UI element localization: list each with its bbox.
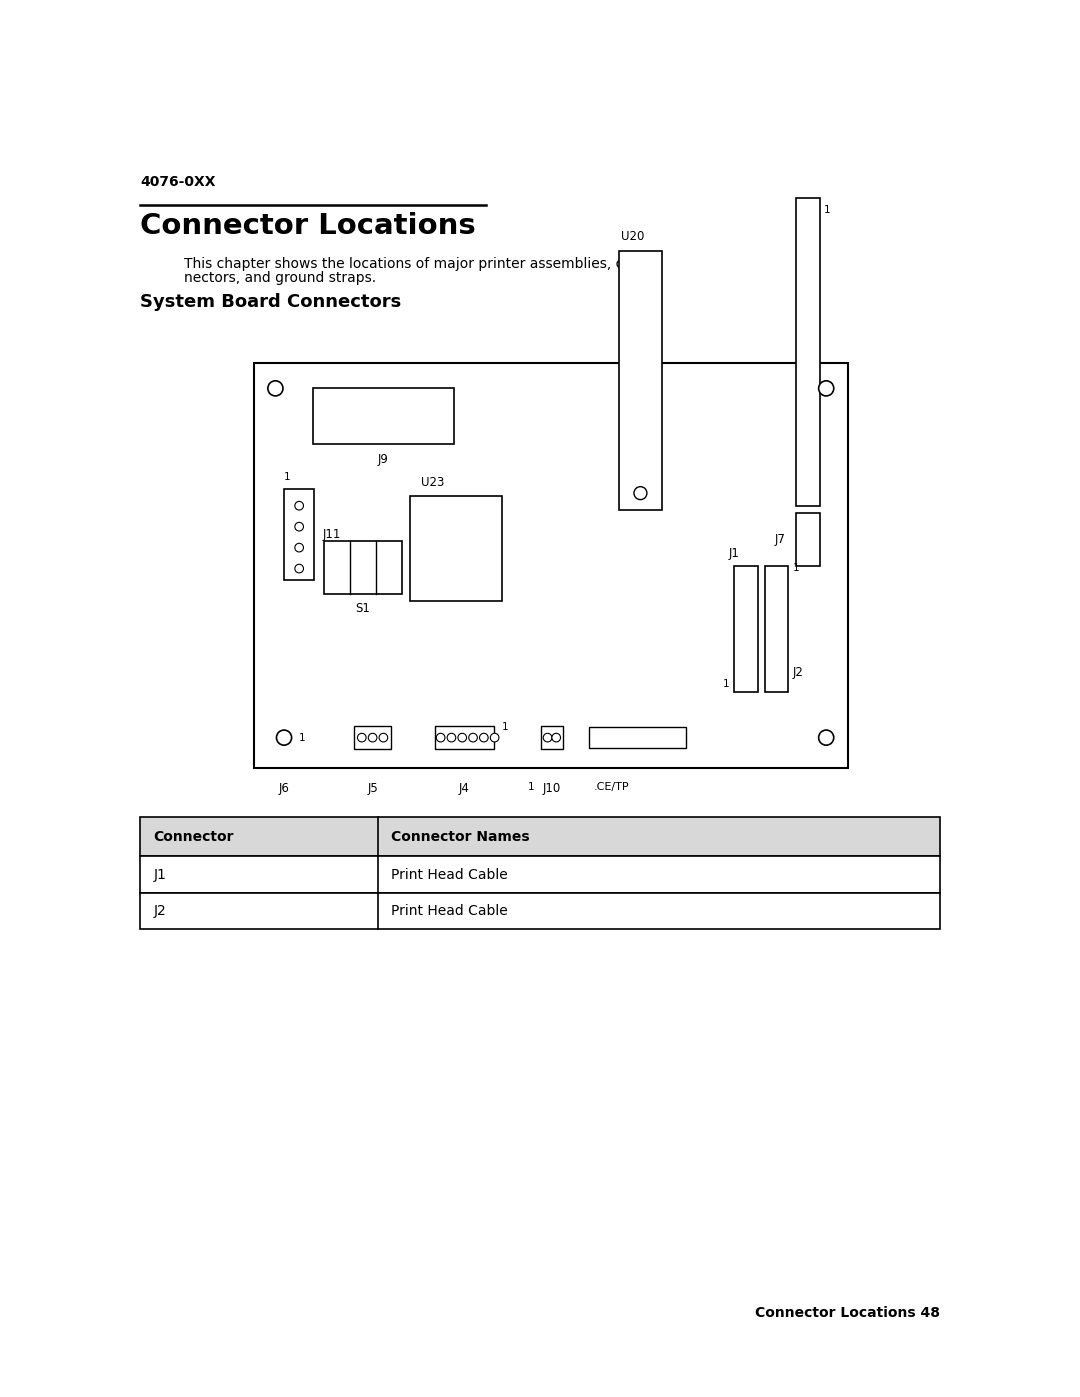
Text: J4: J4 <box>459 782 470 795</box>
Text: J10: J10 <box>543 782 561 795</box>
Text: 1: 1 <box>502 722 509 732</box>
Ellipse shape <box>268 381 283 395</box>
Bar <box>435 726 494 749</box>
Bar <box>541 726 563 749</box>
Ellipse shape <box>436 733 445 742</box>
Bar <box>284 489 314 580</box>
Bar <box>734 566 758 692</box>
Text: This chapter shows the locations of major printer assemblies, con-: This chapter shows the locations of majo… <box>184 257 645 271</box>
Bar <box>140 893 940 929</box>
Ellipse shape <box>295 522 303 531</box>
Bar <box>324 541 402 594</box>
Ellipse shape <box>379 733 388 742</box>
Text: J7: J7 <box>774 532 785 546</box>
Ellipse shape <box>458 733 467 742</box>
Bar <box>796 198 820 506</box>
Text: 1: 1 <box>299 732 306 743</box>
Ellipse shape <box>634 486 647 500</box>
Ellipse shape <box>368 733 377 742</box>
Text: System Board Connectors: System Board Connectors <box>140 293 402 312</box>
Text: .CE/TP: .CE/TP <box>594 782 630 792</box>
Text: nectors, and ground straps.: nectors, and ground straps. <box>184 271 376 285</box>
Text: Connector Locations 48: Connector Locations 48 <box>755 1306 940 1320</box>
Ellipse shape <box>552 733 561 742</box>
Ellipse shape <box>819 731 834 745</box>
Text: J9: J9 <box>378 453 389 465</box>
Text: 1: 1 <box>284 472 291 482</box>
Ellipse shape <box>469 733 477 742</box>
Bar <box>313 388 454 444</box>
Text: 1: 1 <box>723 679 729 689</box>
Text: Connector: Connector <box>153 830 234 844</box>
Text: Print Head Cable: Print Head Cable <box>391 904 508 918</box>
Ellipse shape <box>447 733 456 742</box>
Ellipse shape <box>295 564 303 573</box>
Ellipse shape <box>276 731 292 745</box>
Bar <box>619 251 662 510</box>
Ellipse shape <box>819 381 834 395</box>
Text: 1: 1 <box>793 563 799 573</box>
Text: J5: J5 <box>367 782 378 795</box>
Text: U23: U23 <box>421 476 445 489</box>
Text: 1: 1 <box>824 205 831 215</box>
Text: 4076-0XX: 4076-0XX <box>140 175 216 189</box>
Text: U20: U20 <box>621 231 645 243</box>
Bar <box>353 726 391 749</box>
Bar <box>140 856 940 893</box>
Bar <box>796 513 820 566</box>
Bar <box>254 363 848 768</box>
Text: J2: J2 <box>153 904 166 918</box>
Text: J1: J1 <box>729 548 740 560</box>
Bar <box>410 496 502 601</box>
Ellipse shape <box>480 733 488 742</box>
Text: S1: S1 <box>355 602 370 615</box>
Text: J11: J11 <box>323 528 341 541</box>
Text: J1: J1 <box>153 868 166 882</box>
Ellipse shape <box>295 543 303 552</box>
Ellipse shape <box>295 502 303 510</box>
Text: Connector Names: Connector Names <box>391 830 529 844</box>
Bar <box>765 566 788 692</box>
Bar <box>140 817 940 856</box>
Text: J2: J2 <box>793 666 804 679</box>
Text: Print Head Cable: Print Head Cable <box>391 868 508 882</box>
Text: Connector Locations: Connector Locations <box>140 212 476 240</box>
Ellipse shape <box>543 733 552 742</box>
Text: 1: 1 <box>528 782 535 792</box>
Ellipse shape <box>490 733 499 742</box>
Text: J6: J6 <box>279 782 289 795</box>
Ellipse shape <box>357 733 366 742</box>
Bar <box>589 726 686 749</box>
